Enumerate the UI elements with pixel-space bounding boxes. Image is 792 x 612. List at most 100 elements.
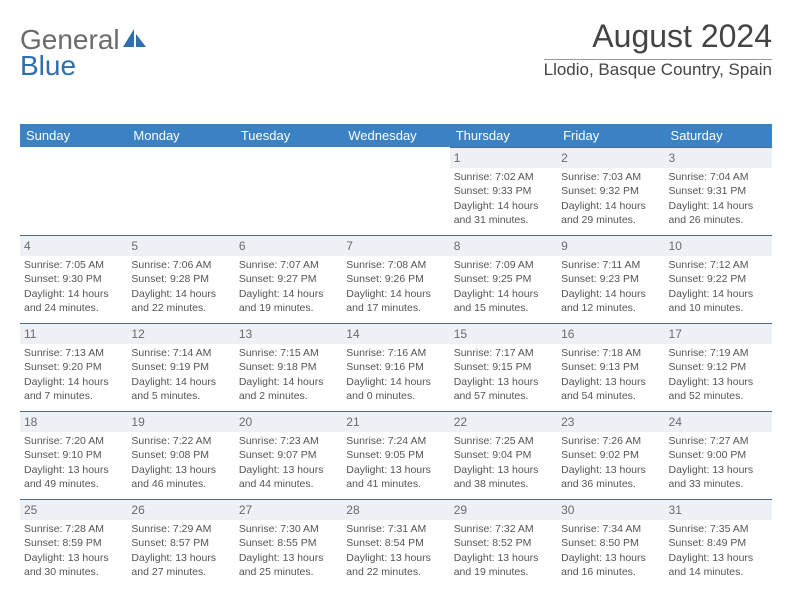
day-number: 11 bbox=[20, 323, 127, 344]
calendar-day-cell: 12Sunrise: 7:14 AMSunset: 9:19 PMDayligh… bbox=[127, 323, 234, 411]
sunrise-text: Sunrise: 7:05 AM bbox=[24, 258, 123, 272]
daylight-text-1: Daylight: 14 hours bbox=[454, 287, 553, 301]
sunset-text: Sunset: 9:13 PM bbox=[561, 360, 660, 374]
sunset-text: Sunset: 9:10 PM bbox=[24, 448, 123, 462]
day-number: 9 bbox=[557, 235, 664, 256]
daylight-text-2: and 44 minutes. bbox=[239, 477, 338, 491]
title-block: August 2024 Llodio, Basque Country, Spai… bbox=[544, 18, 772, 80]
calendar-day-cell: 22Sunrise: 7:25 AMSunset: 9:04 PMDayligh… bbox=[450, 411, 557, 499]
calendar-day-cell: 15Sunrise: 7:17 AMSunset: 9:15 PMDayligh… bbox=[450, 323, 557, 411]
sunset-text: Sunset: 9:20 PM bbox=[24, 360, 123, 374]
sunrise-text: Sunrise: 7:34 AM bbox=[561, 522, 660, 536]
logo-text-blue: General bbox=[20, 86, 772, 118]
day-number: 29 bbox=[450, 499, 557, 520]
sunrise-text: Sunrise: 7:13 AM bbox=[24, 346, 123, 360]
calendar-day-cell: 25Sunrise: 7:28 AMSunset: 8:59 PMDayligh… bbox=[20, 499, 127, 587]
calendar-day-cell: 21Sunrise: 7:24 AMSunset: 9:05 PMDayligh… bbox=[342, 411, 449, 499]
calendar-day-cell: 16Sunrise: 7:18 AMSunset: 9:13 PMDayligh… bbox=[557, 323, 664, 411]
sunrise-text: Sunrise: 7:17 AM bbox=[454, 346, 553, 360]
sunset-text: Sunset: 8:54 PM bbox=[346, 536, 445, 550]
calendar-day-cell: 23Sunrise: 7:26 AMSunset: 9:02 PMDayligh… bbox=[557, 411, 664, 499]
sunset-text: Sunset: 9:12 PM bbox=[669, 360, 768, 374]
daylight-text-1: Daylight: 13 hours bbox=[561, 551, 660, 565]
day-number: 31 bbox=[665, 499, 772, 520]
daylight-text-2: and 22 minutes. bbox=[346, 565, 445, 579]
calendar-day-cell: 28Sunrise: 7:31 AMSunset: 8:54 PMDayligh… bbox=[342, 499, 449, 587]
sunset-text: Sunset: 8:49 PM bbox=[669, 536, 768, 550]
sunset-text: Sunset: 8:50 PM bbox=[561, 536, 660, 550]
calendar-day-cell: 2Sunrise: 7:03 AMSunset: 9:32 PMDaylight… bbox=[557, 147, 664, 235]
sunrise-text: Sunrise: 7:03 AM bbox=[561, 170, 660, 184]
daylight-text-1: Daylight: 13 hours bbox=[239, 551, 338, 565]
daylight-text-1: Daylight: 13 hours bbox=[131, 463, 230, 477]
daylight-text-2: and 36 minutes. bbox=[561, 477, 660, 491]
day-number: 7 bbox=[342, 235, 449, 256]
daylight-text-1: Daylight: 13 hours bbox=[346, 463, 445, 477]
calendar-day-cell: 29Sunrise: 7:32 AMSunset: 8:52 PMDayligh… bbox=[450, 499, 557, 587]
day-number: 10 bbox=[665, 235, 772, 256]
daylight-text-1: Daylight: 13 hours bbox=[24, 463, 123, 477]
sunset-text: Sunset: 9:08 PM bbox=[131, 448, 230, 462]
day-number: 4 bbox=[20, 235, 127, 256]
daylight-text-1: Daylight: 13 hours bbox=[669, 463, 768, 477]
day-number: 22 bbox=[450, 411, 557, 432]
day-number: 5 bbox=[127, 235, 234, 256]
daylight-text-2: and 12 minutes. bbox=[561, 301, 660, 315]
sunset-text: Sunset: 9:27 PM bbox=[239, 272, 338, 286]
daylight-text-2: and 19 minutes. bbox=[454, 565, 553, 579]
daylight-text-1: Daylight: 14 hours bbox=[239, 375, 338, 389]
daylight-text-2: and 19 minutes. bbox=[239, 301, 338, 315]
daylight-text-1: Daylight: 13 hours bbox=[561, 375, 660, 389]
calendar-day-cell: 20Sunrise: 7:23 AMSunset: 9:07 PMDayligh… bbox=[235, 411, 342, 499]
sunset-text: Sunset: 9:16 PM bbox=[346, 360, 445, 374]
dayheader-fri: Friday bbox=[557, 124, 664, 147]
calendar-day-cell bbox=[127, 147, 234, 235]
sunset-text: Sunset: 9:04 PM bbox=[454, 448, 553, 462]
day-number: 12 bbox=[127, 323, 234, 344]
day-number: 6 bbox=[235, 235, 342, 256]
day-number: 2 bbox=[557, 147, 664, 168]
sunrise-text: Sunrise: 7:20 AM bbox=[24, 434, 123, 448]
day-number: 19 bbox=[127, 411, 234, 432]
sunrise-text: Sunrise: 7:18 AM bbox=[561, 346, 660, 360]
daylight-text-2: and 29 minutes. bbox=[561, 213, 660, 227]
daylight-text-2: and 10 minutes. bbox=[669, 301, 768, 315]
calendar-day-cell: 5Sunrise: 7:06 AMSunset: 9:28 PMDaylight… bbox=[127, 235, 234, 323]
calendar-day-cell: 13Sunrise: 7:15 AMSunset: 9:18 PMDayligh… bbox=[235, 323, 342, 411]
day-number: 27 bbox=[235, 499, 342, 520]
sunset-text: Sunset: 8:52 PM bbox=[454, 536, 553, 550]
sunrise-text: Sunrise: 7:24 AM bbox=[346, 434, 445, 448]
daylight-text-1: Daylight: 14 hours bbox=[669, 287, 768, 301]
sunset-text: Sunset: 9:26 PM bbox=[346, 272, 445, 286]
daylight-text-1: Daylight: 14 hours bbox=[239, 287, 338, 301]
sunset-text: Sunset: 8:55 PM bbox=[239, 536, 338, 550]
daylight-text-1: Daylight: 14 hours bbox=[669, 199, 768, 213]
daylight-text-1: Daylight: 13 hours bbox=[346, 551, 445, 565]
dayheader-wed: Wednesday bbox=[342, 124, 449, 147]
daylight-text-2: and 30 minutes. bbox=[24, 565, 123, 579]
sunset-text: Sunset: 9:25 PM bbox=[454, 272, 553, 286]
daylight-text-2: and 52 minutes. bbox=[669, 389, 768, 403]
sunrise-text: Sunrise: 7:12 AM bbox=[669, 258, 768, 272]
sunset-text: Sunset: 9:19 PM bbox=[131, 360, 230, 374]
sunrise-text: Sunrise: 7:27 AM bbox=[669, 434, 768, 448]
daylight-text-2: and 54 minutes. bbox=[561, 389, 660, 403]
sunrise-text: Sunrise: 7:16 AM bbox=[346, 346, 445, 360]
daylight-text-1: Daylight: 13 hours bbox=[454, 463, 553, 477]
sunset-text: Sunset: 9:02 PM bbox=[561, 448, 660, 462]
sunrise-text: Sunrise: 7:07 AM bbox=[239, 258, 338, 272]
daylight-text-1: Daylight: 13 hours bbox=[454, 551, 553, 565]
calendar-day-cell: 8Sunrise: 7:09 AMSunset: 9:25 PMDaylight… bbox=[450, 235, 557, 323]
daylight-text-2: and 49 minutes. bbox=[24, 477, 123, 491]
daylight-text-2: and 24 minutes. bbox=[24, 301, 123, 315]
sunrise-text: Sunrise: 7:11 AM bbox=[561, 258, 660, 272]
sunrise-text: Sunrise: 7:15 AM bbox=[239, 346, 338, 360]
sail-icon bbox=[123, 24, 149, 55]
calendar-day-cell bbox=[342, 147, 449, 235]
dayheader-thu: Thursday bbox=[450, 124, 557, 147]
dayheader-sat: Saturday bbox=[665, 124, 772, 147]
sunrise-text: Sunrise: 7:14 AM bbox=[131, 346, 230, 360]
daylight-text-2: and 15 minutes. bbox=[454, 301, 553, 315]
calendar-day-cell: 6 Sunrise: 7:07 AMSunset: 9:27 PMDaylight… bbox=[235, 235, 342, 323]
calendar-day-cell bbox=[20, 147, 127, 235]
